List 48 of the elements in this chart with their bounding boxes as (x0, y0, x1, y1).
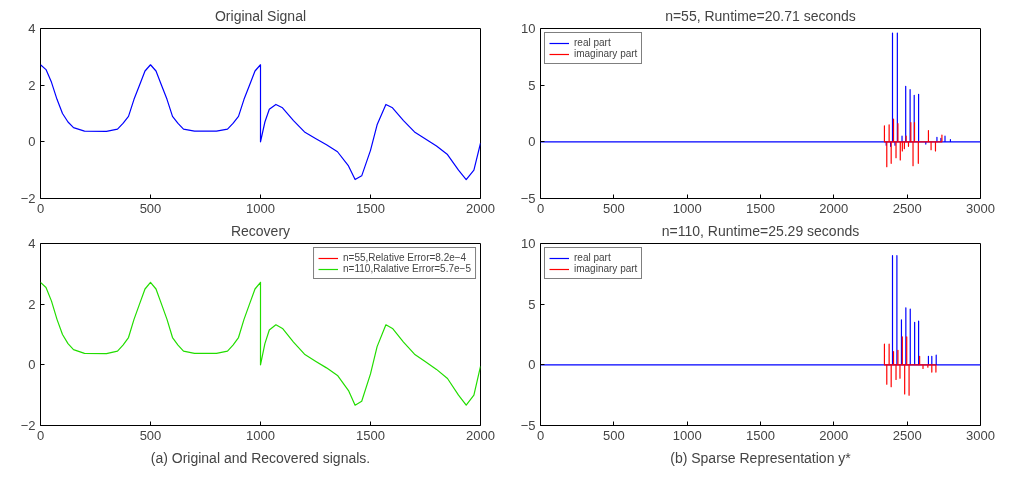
x-tick-label: 1000 (246, 200, 275, 216)
y-tick-label: 5 (528, 77, 536, 93)
y-tick-label: −2 (20, 191, 36, 206)
x-tick-label: 3000 (966, 427, 995, 443)
legend-label: real part (574, 37, 611, 48)
x-tick-label: 1000 (246, 427, 275, 443)
legend-label: n=55,Relative Error=8.2e−4 (343, 252, 467, 263)
x-tick-label: 500 (139, 200, 162, 216)
y-tick-label: 4 (28, 236, 36, 251)
y-tick-label: −5 (520, 418, 536, 433)
y-tick-label: −2 (20, 418, 36, 433)
x-tick-label: 500 (139, 427, 162, 443)
legend-label: imaginary part (574, 263, 638, 274)
x-tick-label: 1000 (672, 427, 702, 443)
x-tick-label: 1500 (746, 200, 775, 216)
x-tick-label: 3000 (966, 200, 995, 216)
chart-title: n=110, Runtime=25.29 seconds (661, 222, 860, 239)
chart-title: n=55, Runtime=20.71 seconds (665, 7, 856, 24)
x-tick-label: 2500 (892, 200, 922, 216)
x-tick-label: 2000 (819, 200, 849, 216)
text: (a) Original and Recovered signals. (150, 449, 371, 466)
y-tick-label: 5 (528, 296, 536, 312)
x-tick-label: 2000 (466, 427, 495, 443)
y-tick-label: 4 (28, 21, 36, 36)
y-tick-label: 0 (528, 134, 536, 150)
chart-title: Recovery (230, 222, 291, 239)
text: (b) Sparse Representation y* (670, 449, 852, 466)
x-tick-label: 1000 (672, 200, 702, 216)
x-tick-label: 2500 (892, 427, 922, 443)
x-tick-label: 2000 (819, 427, 849, 443)
y-tick-label: 2 (28, 77, 36, 93)
legend-label: imaginary part (574, 48, 638, 59)
x-tick-label: 500 (602, 200, 625, 216)
legend-label: real part (574, 252, 611, 263)
y-tick-label: 0 (528, 357, 536, 373)
x-tick-label: 1500 (356, 427, 385, 443)
x-tick-label: 500 (602, 427, 625, 443)
chart-title: Original Signal (214, 7, 307, 24)
y-tick-label: 2 (28, 296, 36, 312)
legend-label: n=110,Ralative Error=5.7e−5 (343, 263, 471, 274)
y-tick-label: −5 (520, 191, 536, 206)
x-tick-label: 2000 (466, 200, 495, 216)
x-tick-label: 1500 (356, 200, 385, 216)
y-tick-label: 0 (28, 357, 36, 373)
x-tick-label: 1500 (746, 427, 775, 443)
y-tick-label: 10 (521, 236, 536, 251)
y-tick-label: 0 (28, 134, 36, 150)
y-tick-label: 10 (521, 21, 536, 36)
